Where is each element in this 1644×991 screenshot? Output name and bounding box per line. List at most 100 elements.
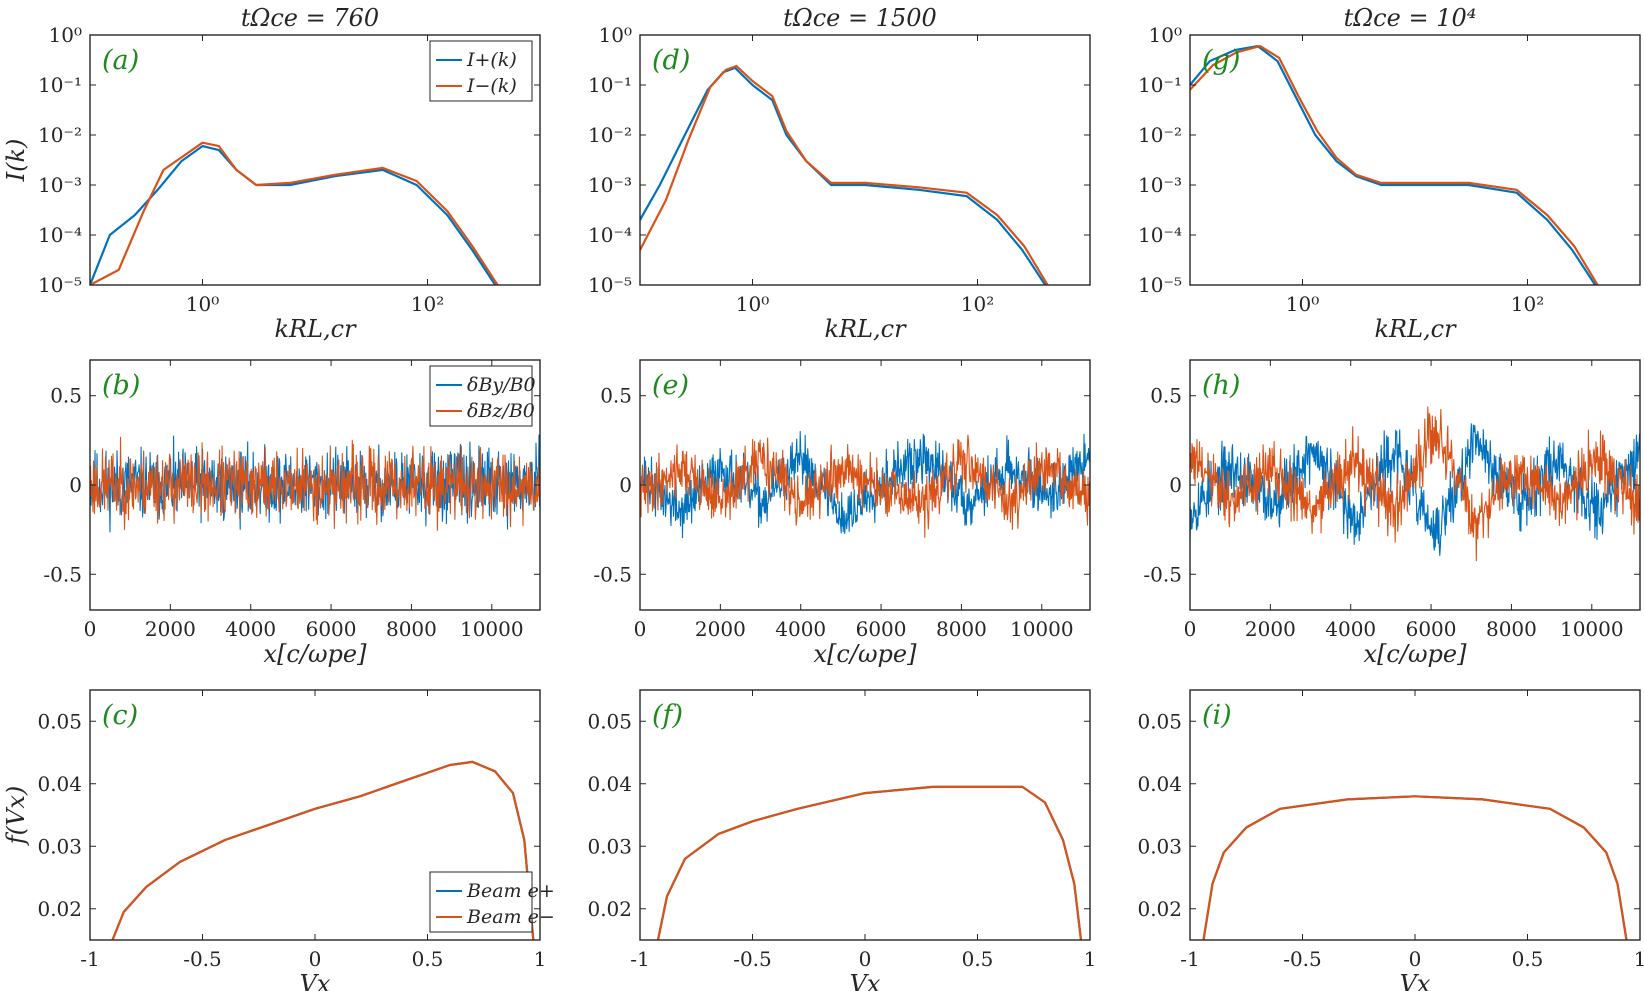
panel-f: -1 -0.5 0 0.5 1 0.02 0.03 0.04 0.05 Vx (f)	[587, 689, 1097, 991]
x-tick-label: 10⁰	[736, 292, 769, 316]
y-tick-label: 0.03	[37, 834, 82, 858]
x-tick-label: 10⁰	[1286, 292, 1319, 316]
plot-area	[1202, 795, 1628, 940]
series-2-line	[1202, 795, 1628, 940]
y-tick-label: 10⁻¹	[588, 73, 632, 97]
y-tick-label: 10⁻²	[1138, 123, 1182, 147]
plot-area	[90, 434, 540, 533]
legend: Beam e+ Beam e−	[429, 871, 555, 933]
x-tick-label: -0.5	[183, 947, 222, 971]
legend-box	[429, 40, 533, 102]
panel-label: (c)	[102, 700, 138, 731]
series-2-line	[640, 434, 1090, 538]
y-tick-label: 10⁻³	[588, 173, 632, 197]
y-tick-label: 10⁻¹	[38, 73, 82, 97]
legend: I+(k) I−(k)	[429, 40, 533, 102]
y-tick-label: 0.5	[1150, 384, 1182, 408]
panel-b: 0 2000 4000 6000 8000 10000 -0.5 0 0.5 x[c/ωpe] (b…	[43, 359, 541, 668]
panel-a: 10⁰ 10² 10⁻⁵ 10⁻⁴ 10⁻³ 10⁻² 10⁻¹ 10⁰ kRL,cr I(k) (…	[2, 23, 541, 343]
y-tick-label: 0.05	[1137, 709, 1182, 733]
x-axis-label: kRL,cr	[1374, 315, 1457, 343]
x-tick-label: 6000	[306, 617, 357, 641]
legend-box	[429, 365, 533, 427]
y-tick-label: 10⁻⁵	[38, 273, 82, 297]
x-tick-label: 0	[1184, 617, 1197, 641]
series-2-line	[1190, 45, 1599, 285]
x-tick-label: 4000	[1325, 617, 1376, 641]
y-tick-label: 0.04	[1137, 772, 1182, 796]
y-tick-label: 0	[1169, 473, 1182, 497]
x-tick-label: 10²	[411, 292, 444, 316]
x-tick-label: 10²	[1511, 292, 1544, 316]
x-tick-label: 8000	[386, 617, 437, 641]
x-axis-label: Vx	[850, 970, 881, 991]
legend-box	[429, 871, 533, 933]
axes-frame	[1189, 689, 1641, 941]
x-tick-label: 8000	[1486, 617, 1537, 641]
panel-i: -1 -0.5 0 0.5 1 0.02 0.03 0.04 0.05 Vx (i)	[1137, 689, 1644, 991]
series-1-line	[656, 785, 1083, 940]
x-tick-label: 0	[859, 947, 872, 971]
y-axis-label: I(k)	[2, 139, 30, 183]
legend-label: δBy/B0	[467, 374, 536, 396]
y-tick-label: 0.02	[587, 897, 632, 921]
x-tick-label: 0.5	[412, 947, 444, 971]
y-tick-label: 10⁻⁴	[1138, 223, 1182, 247]
y-tick-label: 10⁻¹	[1138, 73, 1182, 97]
plot-area	[656, 785, 1083, 940]
x-tick-label: 6000	[856, 617, 907, 641]
panel-g: 10⁰ 10² 10⁻⁵ 10⁻⁴ 10⁻³ 10⁻² 10⁻¹ 10⁰ kRL,cr (g)	[1138, 23, 1641, 343]
panel-label: (i)	[1202, 700, 1232, 731]
axes-frame	[639, 689, 1091, 941]
panel-label: (a)	[102, 45, 139, 76]
y-tick-label: 10⁻²	[588, 123, 632, 147]
y-tick-label: 10⁻⁴	[588, 223, 632, 247]
y-tick-label: 0.03	[1137, 834, 1182, 858]
x-tick-label: 6000	[1406, 617, 1457, 641]
y-tick-label: 0.04	[587, 772, 632, 796]
y-tick-label: 0.02	[37, 897, 82, 921]
plot-area	[640, 64, 1049, 285]
axes-frame	[1189, 34, 1641, 286]
y-tick-label: 10⁰	[49, 23, 82, 47]
x-tick-label: 10000	[1560, 617, 1624, 641]
y-tick-label: 0.05	[587, 709, 632, 733]
series-2-line	[640, 64, 1049, 285]
x-tick-label: 10000	[1010, 617, 1074, 641]
x-tick-label: 10²	[961, 292, 994, 316]
plot-area	[1190, 45, 1599, 285]
y-tick-label: 0.03	[587, 834, 632, 858]
x-axis-label: kRL,cr	[274, 315, 357, 343]
x-tick-label: 1	[1084, 947, 1097, 971]
plot-area	[111, 760, 535, 940]
y-tick-label: 10⁻⁵	[1138, 273, 1182, 297]
y-tick-label: 0	[69, 473, 82, 497]
y-axis-label: f(Vx)	[2, 786, 30, 846]
x-axis-label: Vx	[300, 970, 331, 991]
panel-h: 0 2000 4000 6000 8000 10000 -0.5 0 0.5 x[c/ωpe] (h…	[1143, 359, 1641, 668]
panels: 10⁰ 10² 10⁻⁵ 10⁻⁴ 10⁻³ 10⁻² 10⁻¹ 10⁰ kRL,cr I(k) (…	[2, 23, 1644, 991]
plot-area	[90, 141, 499, 285]
series-2-line	[1190, 406, 1640, 562]
x-tick-label: 0.5	[962, 947, 994, 971]
x-tick-label: 2000	[695, 617, 746, 641]
x-tick-label: 10000	[460, 617, 524, 641]
plot-area	[1190, 406, 1640, 562]
series-2-line	[656, 785, 1083, 940]
x-tick-label: 0	[634, 617, 647, 641]
y-tick-label: 0.02	[1137, 897, 1182, 921]
panel-label: (b)	[102, 370, 140, 401]
column-title-3: tΩce = 10⁴	[1344, 4, 1477, 32]
legend-label: Beam e+	[466, 880, 555, 902]
y-tick-label: 10⁻²	[38, 123, 82, 147]
x-tick-label: -1	[80, 947, 99, 971]
x-tick-label: 0	[309, 947, 322, 971]
panel-e: 0 2000 4000 6000 8000 10000 -0.5 0 0.5 x[c/ωpe] (e…	[593, 359, 1091, 668]
x-tick-label: 8000	[936, 617, 987, 641]
x-tick-label: 0	[84, 617, 97, 641]
plot-area	[640, 430, 1090, 539]
y-tick-label: -0.5	[1143, 562, 1182, 586]
y-tick-label: 0.05	[37, 709, 82, 733]
x-tick-label: 4000	[225, 617, 276, 641]
